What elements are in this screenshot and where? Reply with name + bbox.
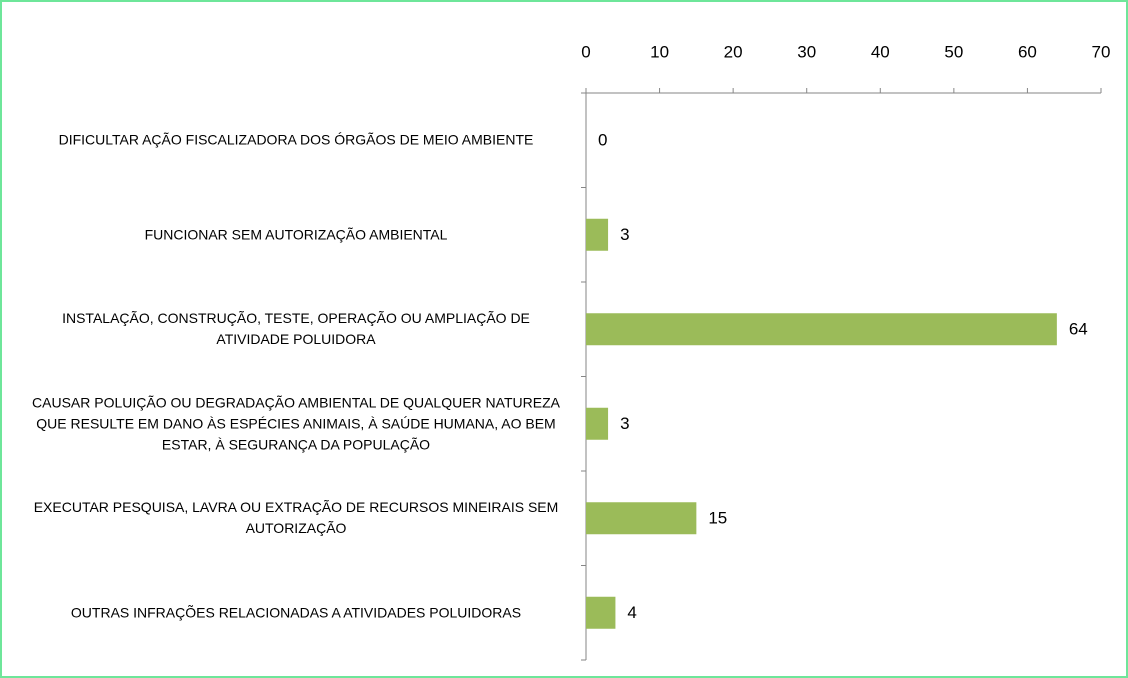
x-tick-label: 0 [581,42,590,61]
bar [586,407,609,440]
category-label: DIFICULTAR AÇÃO FISCALIZADORA DOS ÓRGÃOS… [58,131,534,148]
x-tick-label: 60 [1018,42,1037,61]
x-tick-label: 70 [1092,42,1111,61]
bar [586,502,697,535]
category-label: CAUSAR POLUIÇÃO OU DEGRADAÇÃO AMBIENTAL … [32,394,560,453]
value-label: 4 [627,603,636,622]
bar [586,218,609,251]
value-label: 3 [620,225,629,244]
x-tick-label: 20 [724,42,743,61]
bar [586,596,616,629]
category-label: OUTRAS INFRAÇÕES RELACIONADAS A ATIVIDAD… [70,604,522,621]
value-label: 0 [598,131,607,150]
x-tick-label: 10 [650,42,669,61]
x-tick-label: 30 [797,42,816,61]
category-label: INSTALAÇÃO, CONSTRUÇÃO, TESTE, OPERAÇÃO … [62,310,530,348]
category-label: FUNCIONAR SEM AUTORIZAÇÃO AMBIENTAL [144,226,448,243]
category-label: EXECUTAR PESQUISA, LAVRA OU EXTRAÇÃO DE … [33,499,559,537]
value-label: 64 [1069,320,1088,339]
value-label: 3 [620,414,629,433]
value-label: 15 [708,509,727,528]
bar [586,313,1057,346]
x-tick-label: 50 [944,42,963,61]
x-tick-label: 40 [871,42,890,61]
